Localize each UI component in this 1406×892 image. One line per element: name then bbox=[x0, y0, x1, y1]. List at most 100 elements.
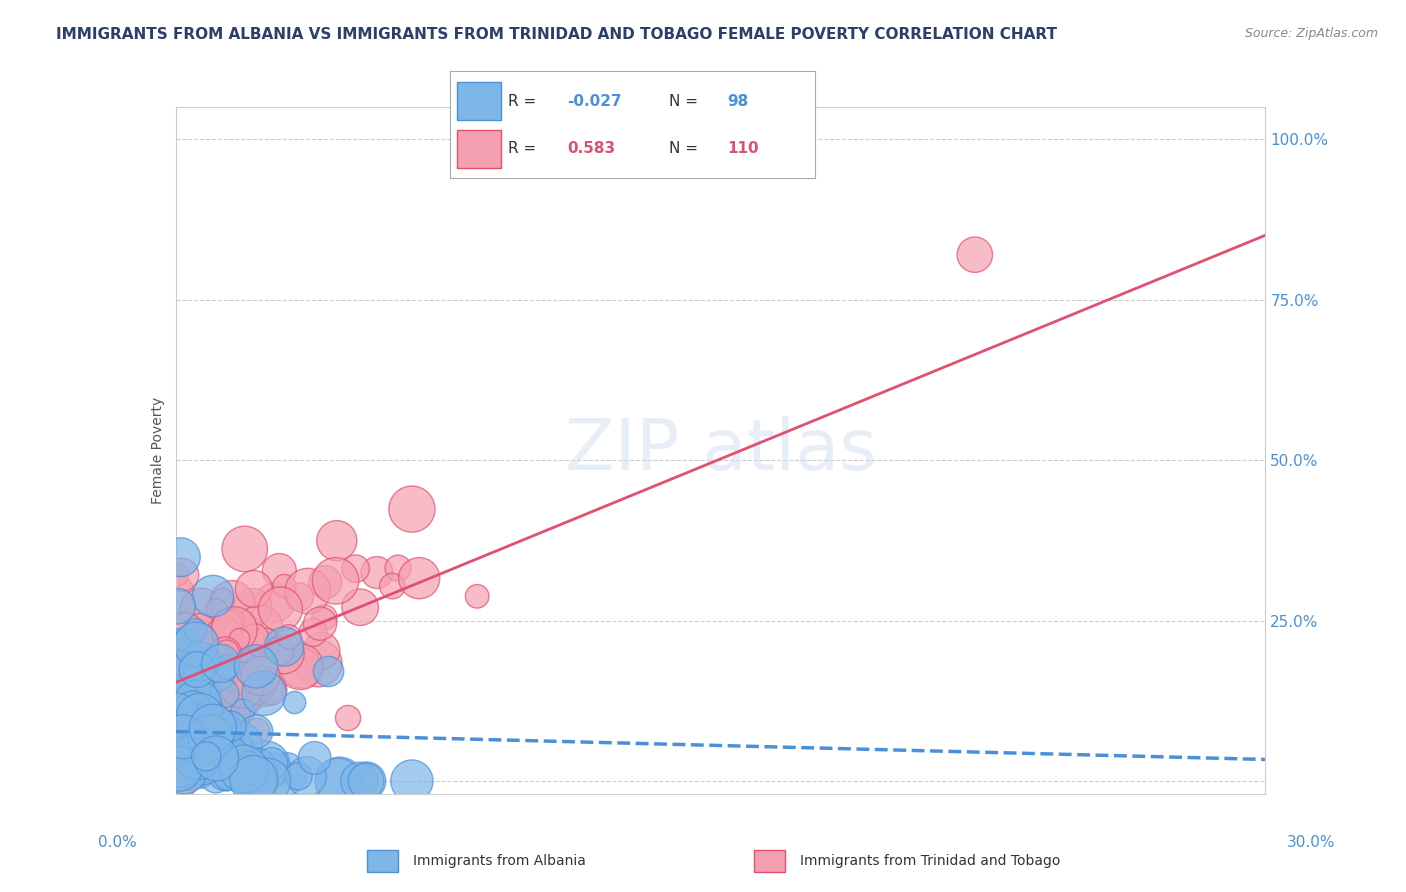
Point bbox=[187, 680, 209, 694]
Point bbox=[172, 567, 194, 582]
Text: IMMIGRANTS FROM ALBANIA VS IMMIGRANTS FROM TRINIDAD AND TOBAGO FEMALE POVERTY CO: IMMIGRANTS FROM ALBANIA VS IMMIGRANTS FR… bbox=[56, 27, 1057, 42]
Point bbox=[176, 755, 198, 769]
Point bbox=[167, 666, 190, 681]
Point bbox=[166, 708, 188, 723]
Point bbox=[217, 723, 239, 737]
Point bbox=[181, 734, 204, 748]
Point bbox=[204, 744, 226, 758]
Point bbox=[166, 754, 188, 768]
Point bbox=[186, 659, 208, 673]
Point bbox=[242, 600, 264, 615]
Point bbox=[191, 637, 214, 651]
Point bbox=[177, 760, 200, 774]
Point bbox=[232, 762, 254, 776]
Point bbox=[174, 749, 197, 764]
Point bbox=[349, 774, 371, 789]
Point bbox=[190, 603, 212, 617]
Point bbox=[246, 761, 269, 775]
Point bbox=[167, 718, 190, 732]
Point bbox=[167, 739, 190, 754]
Point bbox=[201, 589, 224, 603]
Point bbox=[288, 590, 311, 604]
Text: Immigrants from Trinidad and Tobago: Immigrants from Trinidad and Tobago bbox=[800, 854, 1060, 868]
Point bbox=[245, 659, 267, 673]
Point bbox=[205, 602, 228, 616]
Point bbox=[169, 748, 191, 763]
Point bbox=[165, 587, 187, 601]
Point bbox=[273, 647, 295, 661]
Point bbox=[186, 663, 208, 677]
Point bbox=[165, 695, 187, 709]
Text: ZIP atlas: ZIP atlas bbox=[565, 416, 876, 485]
Point bbox=[195, 749, 218, 764]
Point bbox=[174, 732, 197, 747]
Point bbox=[243, 631, 266, 645]
Point bbox=[236, 764, 259, 778]
Point bbox=[184, 637, 207, 651]
Point bbox=[262, 763, 284, 777]
Point bbox=[218, 692, 240, 706]
Point bbox=[184, 623, 207, 637]
Point bbox=[253, 686, 276, 700]
Point bbox=[172, 699, 194, 714]
Point bbox=[245, 724, 267, 739]
Point bbox=[243, 582, 266, 596]
Point bbox=[179, 723, 201, 737]
Point bbox=[167, 646, 190, 660]
FancyBboxPatch shape bbox=[457, 82, 501, 120]
Point bbox=[187, 679, 209, 693]
Point bbox=[170, 681, 193, 696]
Point bbox=[170, 705, 193, 719]
Point bbox=[194, 701, 217, 715]
Point bbox=[225, 715, 247, 730]
Point bbox=[236, 761, 259, 775]
Point bbox=[229, 646, 252, 660]
Text: 0.583: 0.583 bbox=[567, 141, 614, 156]
Point bbox=[304, 751, 326, 765]
Point bbox=[172, 745, 194, 759]
Point bbox=[401, 774, 423, 789]
Point bbox=[233, 628, 256, 642]
Point bbox=[176, 684, 198, 698]
Point bbox=[408, 571, 430, 585]
Point bbox=[184, 682, 207, 697]
Point bbox=[318, 665, 340, 679]
FancyBboxPatch shape bbox=[367, 849, 398, 872]
Point bbox=[214, 765, 236, 780]
Point bbox=[181, 618, 204, 632]
Point bbox=[224, 623, 246, 637]
Point bbox=[176, 648, 198, 662]
Point bbox=[201, 671, 224, 685]
Point bbox=[326, 533, 349, 548]
Point bbox=[356, 774, 378, 789]
Point bbox=[311, 644, 333, 658]
Point bbox=[273, 579, 295, 593]
Point bbox=[190, 655, 212, 669]
Point bbox=[184, 753, 207, 767]
Point bbox=[269, 564, 291, 578]
Point bbox=[184, 718, 207, 732]
Point bbox=[245, 774, 267, 789]
Point bbox=[172, 730, 194, 744]
Point bbox=[218, 766, 240, 780]
Point bbox=[167, 710, 190, 724]
Point bbox=[387, 561, 409, 575]
Point bbox=[173, 624, 195, 639]
Point bbox=[205, 667, 228, 681]
Point bbox=[176, 632, 198, 647]
Point bbox=[232, 739, 254, 754]
Point bbox=[232, 648, 254, 662]
Point bbox=[219, 719, 242, 733]
Point bbox=[172, 743, 194, 757]
Point bbox=[197, 739, 219, 753]
Point bbox=[186, 697, 208, 711]
Point bbox=[187, 748, 209, 763]
Point bbox=[249, 669, 271, 683]
Point bbox=[309, 616, 332, 631]
Point bbox=[195, 707, 218, 722]
Point bbox=[307, 657, 329, 671]
Point bbox=[183, 696, 205, 710]
Point bbox=[256, 774, 278, 789]
Point bbox=[290, 659, 312, 673]
Point bbox=[172, 774, 194, 789]
